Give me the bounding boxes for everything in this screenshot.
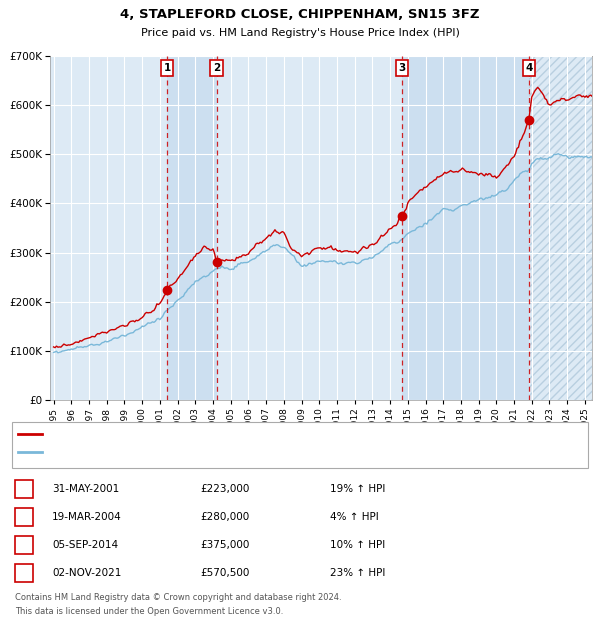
Text: 19% ↑ HPI: 19% ↑ HPI bbox=[330, 484, 385, 494]
Text: 4: 4 bbox=[20, 568, 28, 578]
Text: £570,500: £570,500 bbox=[200, 568, 250, 578]
Text: 4, STAPLEFORD CLOSE, CHIPPENHAM, SN15 3FZ (detached house): 4, STAPLEFORD CLOSE, CHIPPENHAM, SN15 3F… bbox=[46, 430, 360, 438]
Text: £280,000: £280,000 bbox=[200, 512, 249, 522]
Text: 1: 1 bbox=[163, 63, 171, 73]
Text: 05-SEP-2014: 05-SEP-2014 bbox=[52, 540, 118, 550]
Bar bbox=[402, 56, 529, 400]
Text: 02-NOV-2021: 02-NOV-2021 bbox=[52, 568, 121, 578]
Bar bbox=[529, 56, 592, 400]
Text: £375,000: £375,000 bbox=[200, 540, 250, 550]
Text: £223,000: £223,000 bbox=[200, 484, 250, 494]
Text: HPI: Average price, detached house, Wiltshire: HPI: Average price, detached house, Wilt… bbox=[46, 448, 263, 456]
Text: 19-MAR-2004: 19-MAR-2004 bbox=[52, 512, 122, 522]
Text: 4% ↑ HPI: 4% ↑ HPI bbox=[330, 512, 379, 522]
Text: 31-MAY-2001: 31-MAY-2001 bbox=[52, 484, 119, 494]
Text: 2: 2 bbox=[20, 512, 28, 522]
Text: 23% ↑ HPI: 23% ↑ HPI bbox=[330, 568, 385, 578]
Text: 10% ↑ HPI: 10% ↑ HPI bbox=[330, 540, 385, 550]
Text: This data is licensed under the Open Government Licence v3.0.: This data is licensed under the Open Gov… bbox=[15, 607, 283, 616]
Text: 4, STAPLEFORD CLOSE, CHIPPENHAM, SN15 3FZ: 4, STAPLEFORD CLOSE, CHIPPENHAM, SN15 3F… bbox=[120, 8, 480, 21]
Text: Contains HM Land Registry data © Crown copyright and database right 2024.: Contains HM Land Registry data © Crown c… bbox=[15, 593, 341, 602]
Text: 3: 3 bbox=[398, 63, 406, 73]
Bar bbox=[167, 56, 217, 400]
Bar bbox=[529, 56, 592, 400]
Text: Price paid vs. HM Land Registry's House Price Index (HPI): Price paid vs. HM Land Registry's House … bbox=[140, 28, 460, 38]
Text: 1: 1 bbox=[20, 484, 28, 494]
Text: 3: 3 bbox=[20, 540, 28, 550]
Text: 4: 4 bbox=[525, 63, 533, 73]
Text: 2: 2 bbox=[213, 63, 220, 73]
